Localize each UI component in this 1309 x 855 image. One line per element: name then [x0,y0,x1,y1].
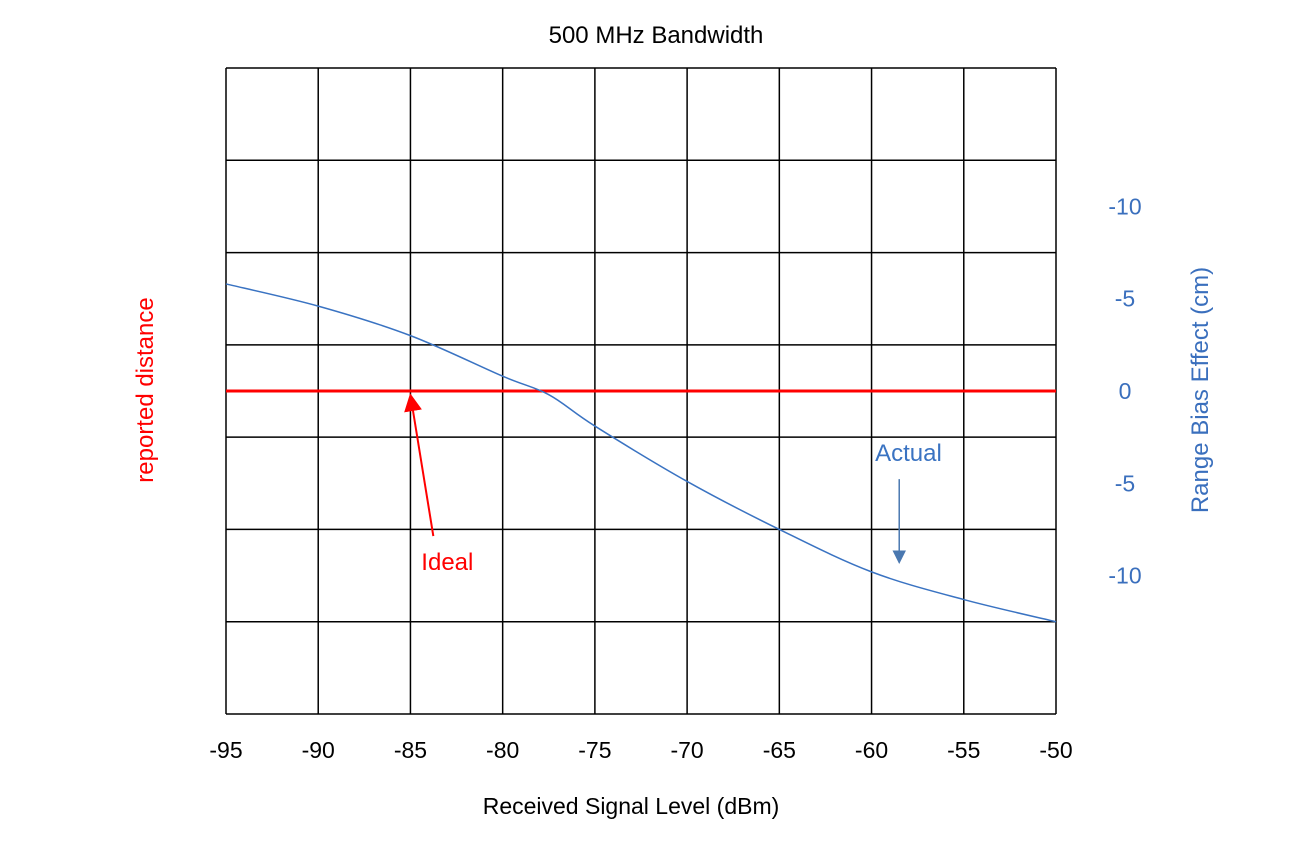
x-tick-label: -55 [947,737,980,763]
series-line-actual [225,283,1057,623]
y-axis-left-label: reported distance [132,297,159,482]
annotation-label-actual: Actual [875,440,942,467]
annotations: Ideal Actual [404,393,942,576]
y-axis-right-label: Range Bias Effect (cm) [1187,267,1214,513]
y-right-tick-label: -5 [1115,286,1135,312]
x-tick-label: -85 [394,737,427,763]
x-tick-label: -75 [578,737,611,763]
y-right-tick-label: 0 [1119,378,1132,404]
y-right-tick-label: -5 [1115,470,1135,496]
grid [225,67,1057,715]
x-tick-label: -70 [670,737,703,763]
annotation-label-ideal: Ideal [421,549,473,576]
x-tick-label: -65 [763,737,796,763]
y-right-tick-label: -10 [1108,193,1141,219]
x-tick-labels: -95 -90 -85 -80 -75 -70 -65 -60 -55 -50 [209,737,1072,763]
annotation-arrow-ideal [404,393,435,537]
chart-title: 500 MHz Bandwidth [549,22,764,49]
x-axis-label: Received Signal Level (dBm) [483,793,780,819]
y-right-tick-labels: -10 -5 0 -5 -10 [1108,193,1141,588]
x-tick-label: -90 [302,737,335,763]
x-tick-label: -50 [1039,737,1072,763]
x-tick-label: -95 [209,737,242,763]
x-tick-label: -60 [855,737,888,763]
x-tick-label: -80 [486,737,519,763]
series-lines [225,283,1057,623]
y-right-tick-label: -10 [1108,563,1141,589]
